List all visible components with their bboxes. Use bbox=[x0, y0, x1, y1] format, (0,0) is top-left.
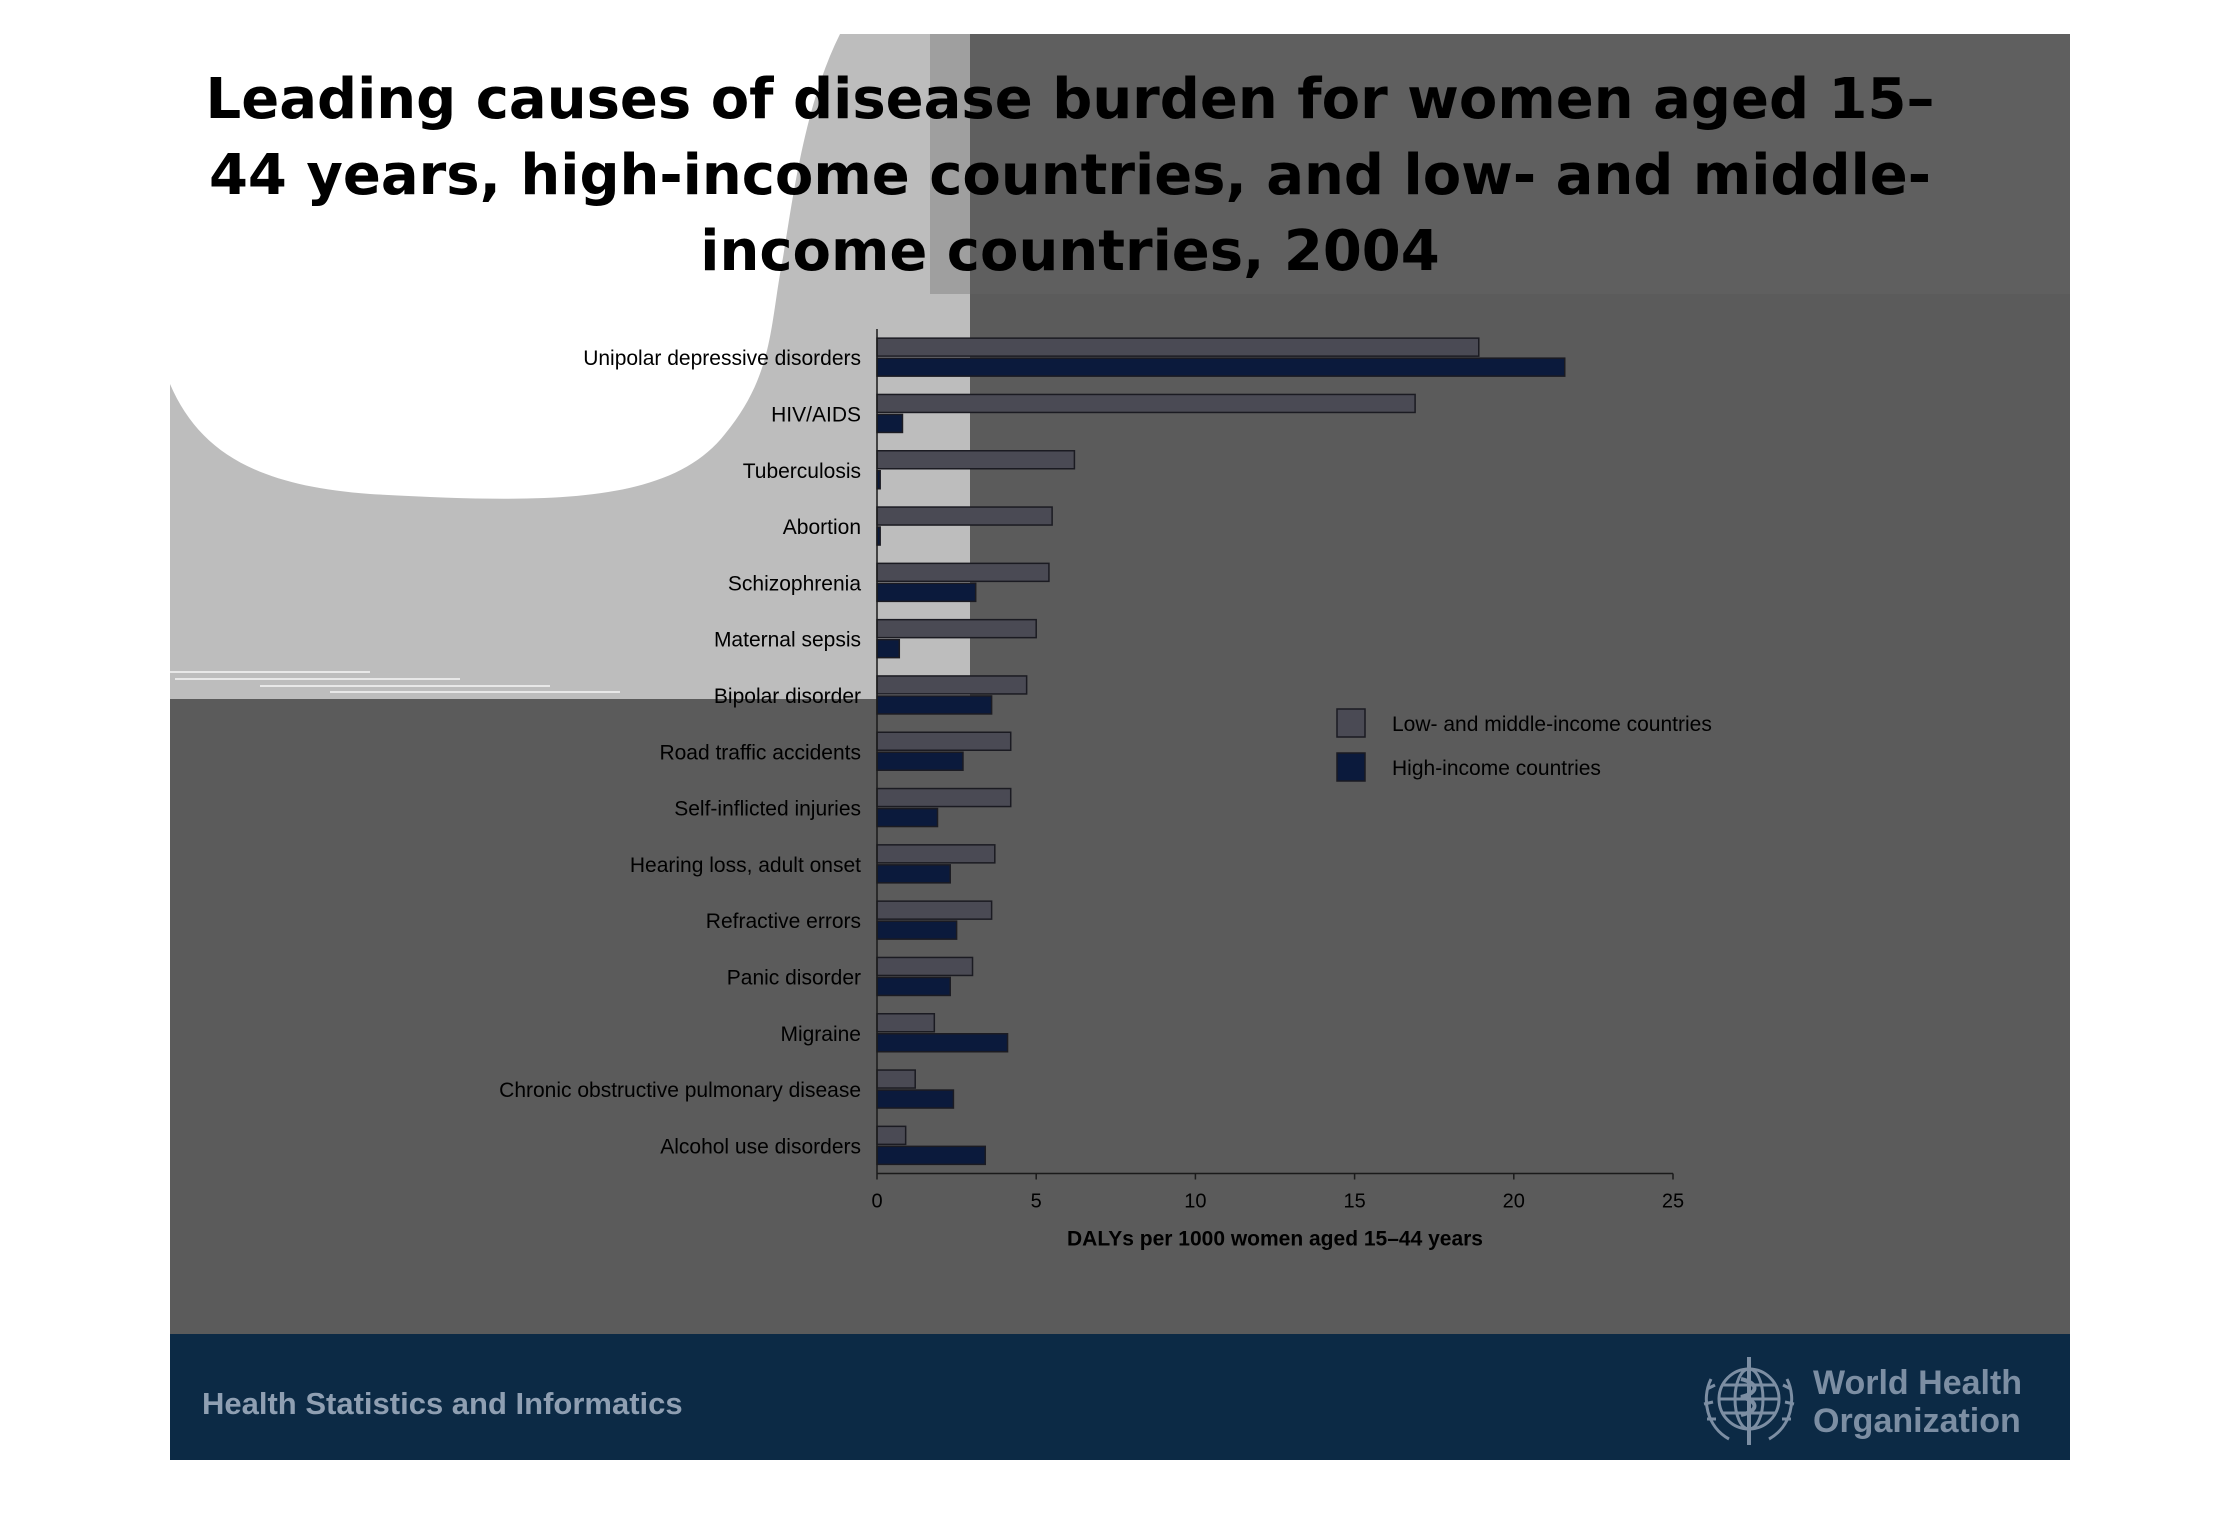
category-label: Tuberculosis bbox=[743, 460, 861, 483]
bar-chart: Unipolar depressive disorders HIV/AIDS Tub… bbox=[499, 329, 1712, 1251]
bar-low-middle-income bbox=[876, 337, 1480, 357]
category-label: Maternal sepsis bbox=[714, 629, 861, 652]
bar-low-middle-income bbox=[876, 506, 1053, 526]
bar-low-middle-income bbox=[876, 1013, 936, 1033]
footer-text: Health Statistics and Informatics bbox=[202, 1386, 683, 1421]
legend-label-high-income: High-income countries bbox=[1392, 757, 1601, 780]
bar-low-middle-income bbox=[876, 956, 974, 977]
category-label: Schizophrenia bbox=[728, 572, 861, 595]
bar-low-middle-income bbox=[876, 1125, 907, 1146]
bar-low-middle-income bbox=[876, 1069, 916, 1089]
bar-low-middle-income bbox=[876, 618, 1037, 639]
category-label: Chronic obstructive pulmonary disease bbox=[499, 1079, 861, 1102]
bar-low-middle-income bbox=[876, 787, 1012, 808]
slide-title: Leading causes of disease burden for wom… bbox=[205, 67, 1935, 284]
bar-low-middle-income bbox=[876, 731, 1012, 751]
bar-high-income bbox=[876, 920, 958, 940]
bar-high-income bbox=[876, 807, 939, 828]
bar-high-income bbox=[876, 1033, 1009, 1053]
plot-area: Unipolar depressive disorders HIV/AIDS Tub… bbox=[499, 329, 1712, 1251]
bar-low-middle-income bbox=[876, 844, 996, 864]
category-label: Hearing loss, adult onset bbox=[630, 854, 861, 877]
bar-high-income bbox=[876, 357, 1566, 377]
x-tick-label: 25 bbox=[1662, 1191, 1684, 1213]
x-tick-label: 20 bbox=[1503, 1191, 1525, 1213]
who-logo-text-line-2: Organization bbox=[1813, 1402, 2021, 1440]
footer-bar: Health Statistics and Informatics World … bbox=[170, 1334, 2070, 1460]
bar-high-income bbox=[876, 1145, 987, 1166]
bar-low-middle-income bbox=[876, 450, 1076, 470]
category-label: Migraine bbox=[780, 1023, 861, 1046]
category-label: Refractive errors bbox=[706, 910, 861, 933]
category-label: HIV/AIDS bbox=[771, 403, 861, 426]
bar-high-income bbox=[876, 864, 951, 884]
category-label: Road traffic accidents bbox=[659, 741, 861, 764]
decorative-background-shape bbox=[170, 34, 2070, 699]
bar-high-income bbox=[876, 582, 977, 603]
legend-swatch-high-income bbox=[1336, 752, 1366, 782]
who-emblem-icon bbox=[1703, 1357, 1795, 1445]
legend-swatch-low-middle-income bbox=[1336, 708, 1366, 738]
x-tick-label: 10 bbox=[1184, 1191, 1206, 1213]
bar-high-income bbox=[876, 1089, 955, 1109]
who-logo-text-line-1: World Health bbox=[1813, 1364, 2023, 1402]
bar-low-middle-income bbox=[876, 675, 1028, 695]
bar-high-income bbox=[876, 695, 993, 715]
bar-high-income bbox=[876, 413, 904, 434]
bar-high-income bbox=[876, 976, 951, 997]
category-label: Abortion bbox=[783, 516, 861, 539]
bar-low-middle-income bbox=[876, 562, 1050, 583]
bar-high-income bbox=[876, 638, 901, 659]
category-label: Alcohol use disorders bbox=[660, 1135, 861, 1158]
slide: Leading causes of disease burden for wom… bbox=[170, 34, 2070, 1460]
category-label: Panic disorder bbox=[727, 966, 861, 989]
bar-low-middle-income bbox=[876, 393, 1416, 414]
x-tick-label: 0 bbox=[871, 1191, 882, 1213]
category-label: Unipolar depressive disorders bbox=[583, 347, 861, 370]
x-axis-title: DALYs per 1000 women aged 15–44 years bbox=[1067, 1228, 1483, 1251]
legend-label-low-middle-income: Low- and middle-income countries bbox=[1392, 713, 1712, 736]
category-label: Self-inflicted injuries bbox=[674, 798, 861, 821]
who-logo-text: World Health Organization bbox=[1813, 1364, 2022, 1440]
x-tick-label: 15 bbox=[1343, 1191, 1365, 1213]
category-label: Bipolar disorder bbox=[714, 685, 861, 708]
bar-high-income bbox=[876, 751, 964, 771]
bar-low-middle-income bbox=[876, 900, 993, 920]
x-tick-label: 5 bbox=[1031, 1191, 1042, 1213]
